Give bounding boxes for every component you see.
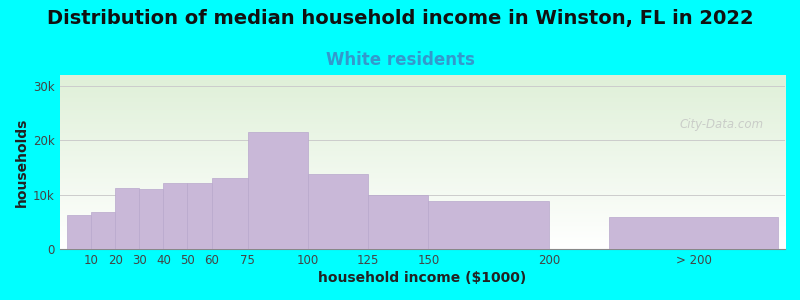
Bar [187,183,211,249]
Y-axis label: households: households [15,117,29,207]
Bar [429,201,549,249]
Bar [139,189,163,249]
Bar [211,178,248,249]
Bar [163,183,187,249]
Text: Distribution of median household income in Winston, FL in 2022: Distribution of median household income … [46,9,754,28]
Bar [609,218,778,249]
X-axis label: household income ($1000): household income ($1000) [318,271,526,285]
Bar [308,175,368,249]
Bar [67,215,91,249]
Bar [91,212,115,249]
Text: City-Data.com: City-Data.com [679,118,763,131]
Bar [115,188,139,249]
Bar [368,195,429,249]
Text: White residents: White residents [326,51,474,69]
Bar [248,132,308,249]
